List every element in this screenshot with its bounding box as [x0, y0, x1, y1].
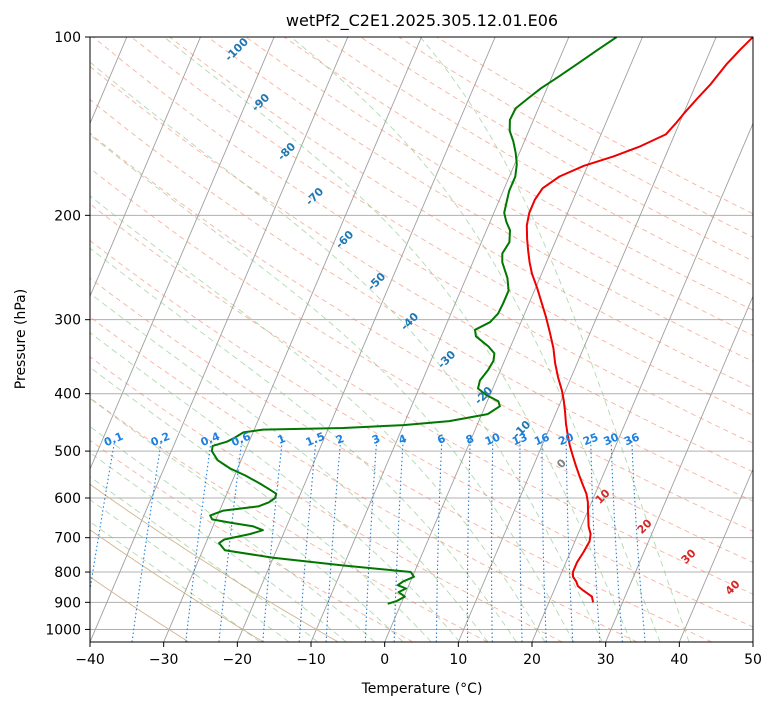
mixing-ratio-label: 2 [334, 432, 346, 447]
moist-adiabat-line [90, 61, 603, 642]
mixing-ratio-label: 30 [602, 430, 621, 448]
moist-adiabat-line [90, 292, 489, 642]
dry-adiabat-line [90, 203, 753, 595]
isotherm-line [678, 467, 753, 642]
moist-adiabat-line [90, 134, 574, 642]
isotherm-line [531, 122, 753, 642]
isotherm-line [457, 37, 717, 642]
isotherm-line [384, 37, 643, 642]
mixing-ratio-label: 25 [581, 431, 600, 449]
mixing-ratio-label: 3 [370, 432, 382, 447]
moist-adiabat-line [90, 332, 460, 642]
y-axis-label: Pressure (hPa) [13, 289, 29, 389]
y-tick-label: 200 [54, 208, 81, 224]
mixing-ratio-line [519, 440, 523, 642]
mixing-ratio-label: 1 [276, 432, 288, 447]
dry-adiabat-line [131, 37, 753, 416]
x-tick-label: −20 [223, 652, 253, 668]
mixing-ratio-label: 36 [622, 430, 641, 448]
isotherm-line [90, 37, 349, 642]
dry-adiabat-line [90, 132, 753, 532]
isotherm-line [163, 37, 422, 642]
mixing-ratio-label: 8 [464, 432, 476, 447]
mixing-ratio-line [131, 440, 162, 642]
y-tick-label: 600 [54, 491, 81, 507]
moist-adiabat-line [163, 37, 632, 642]
dry-adiabat-line [90, 397, 488, 642]
mixing-ratio-line [435, 440, 443, 642]
y-tick-label: 1000 [45, 622, 81, 638]
y-tick-label: 300 [54, 313, 81, 329]
x-tick-label: 20 [523, 652, 541, 668]
mixing-ratio-label: 16 [532, 430, 551, 448]
mixing-ratio-line [90, 440, 116, 594]
x-tick-label: −10 [296, 652, 326, 668]
x-tick-label: 30 [597, 652, 615, 668]
dry-adiabat-line [207, 37, 753, 362]
dry-adiabat-line [90, 65, 753, 473]
x-tick-label: 0 [380, 652, 389, 668]
mixing-ratio-label: 20 [557, 430, 576, 448]
dry-adiabat-line [90, 356, 563, 642]
dry-adiabat-line [90, 439, 414, 642]
y-tick-label: 100 [54, 30, 81, 46]
temperature-profile-line [525, 37, 753, 603]
mixing-ratio-line [185, 440, 212, 642]
moist-adiabat-line [90, 499, 290, 642]
dry-adiabat-line [90, 529, 264, 642]
x-tick-label: −40 [75, 652, 105, 668]
moist-adiabat-line [90, 397, 404, 642]
moist-adiabat-line [90, 426, 375, 642]
mixing-ratio-line [218, 440, 243, 642]
isotherm-line [90, 37, 275, 471]
moist-adiabat-line [90, 195, 546, 642]
moist-adiabat-line [90, 247, 517, 642]
dry-adiabat-line [283, 37, 753, 311]
mixing-ratio-line [298, 440, 317, 642]
dry-adiabat-line [90, 576, 190, 642]
x-tick-label: −30 [149, 652, 179, 668]
y-tick-label: 800 [54, 565, 81, 581]
isotherm-line [236, 37, 496, 642]
dry-adiabat-line [90, 167, 753, 563]
axes: −40 −30 −20 −10 0 10 20 30 40 50 100 200 300 400 500 60… [45, 30, 762, 668]
dry-adiabat-line [90, 240, 753, 628]
mixing-ratio-line [262, 440, 283, 642]
mixing-ratio-line [364, 440, 378, 642]
mixing-ratio-line [541, 440, 547, 642]
x-axis-label: Temperature (°C) [361, 681, 483, 697]
isotherm-line [605, 295, 753, 642]
y-tick-label: 900 [54, 595, 81, 611]
mixing-ratio-line [590, 440, 601, 642]
mixing-ratio-line [610, 440, 623, 642]
mixing-ratio-line [490, 440, 494, 642]
y-tick-label: 700 [54, 531, 81, 547]
x-tick-label: 50 [744, 652, 762, 668]
plot-area [90, 37, 753, 642]
mixing-ratio-line [631, 440, 646, 642]
mixing-ratio-line [565, 440, 574, 642]
x-tick-label: 10 [449, 652, 467, 668]
dewpoint-profile-line [209, 37, 618, 605]
moist-adiabat-line [419, 37, 690, 642]
isotherm-line [90, 37, 201, 298]
x-tick-label: 40 [670, 652, 688, 668]
dry-adiabat-line [90, 483, 339, 642]
mixing-ratio-line [325, 440, 342, 642]
moist-adiabat-line [90, 521, 261, 642]
mixing-ratio-line [393, 440, 404, 642]
mixing-ratio-line [466, 440, 471, 642]
y-tick-label: 400 [54, 387, 81, 403]
mixing-ratio-label: 10 [483, 430, 502, 448]
moist-adiabat-line [90, 452, 347, 642]
moist-adiabat-line [290, 37, 661, 642]
moist-adiabat-line [90, 476, 318, 642]
y-tick-label: 500 [54, 444, 81, 460]
mixing-ratio-label: 13 [510, 431, 529, 449]
plot-frame [89, 36, 754, 643]
chart-title: wetPf2_C2E1.2025.305.12.01.E06 [286, 11, 558, 31]
